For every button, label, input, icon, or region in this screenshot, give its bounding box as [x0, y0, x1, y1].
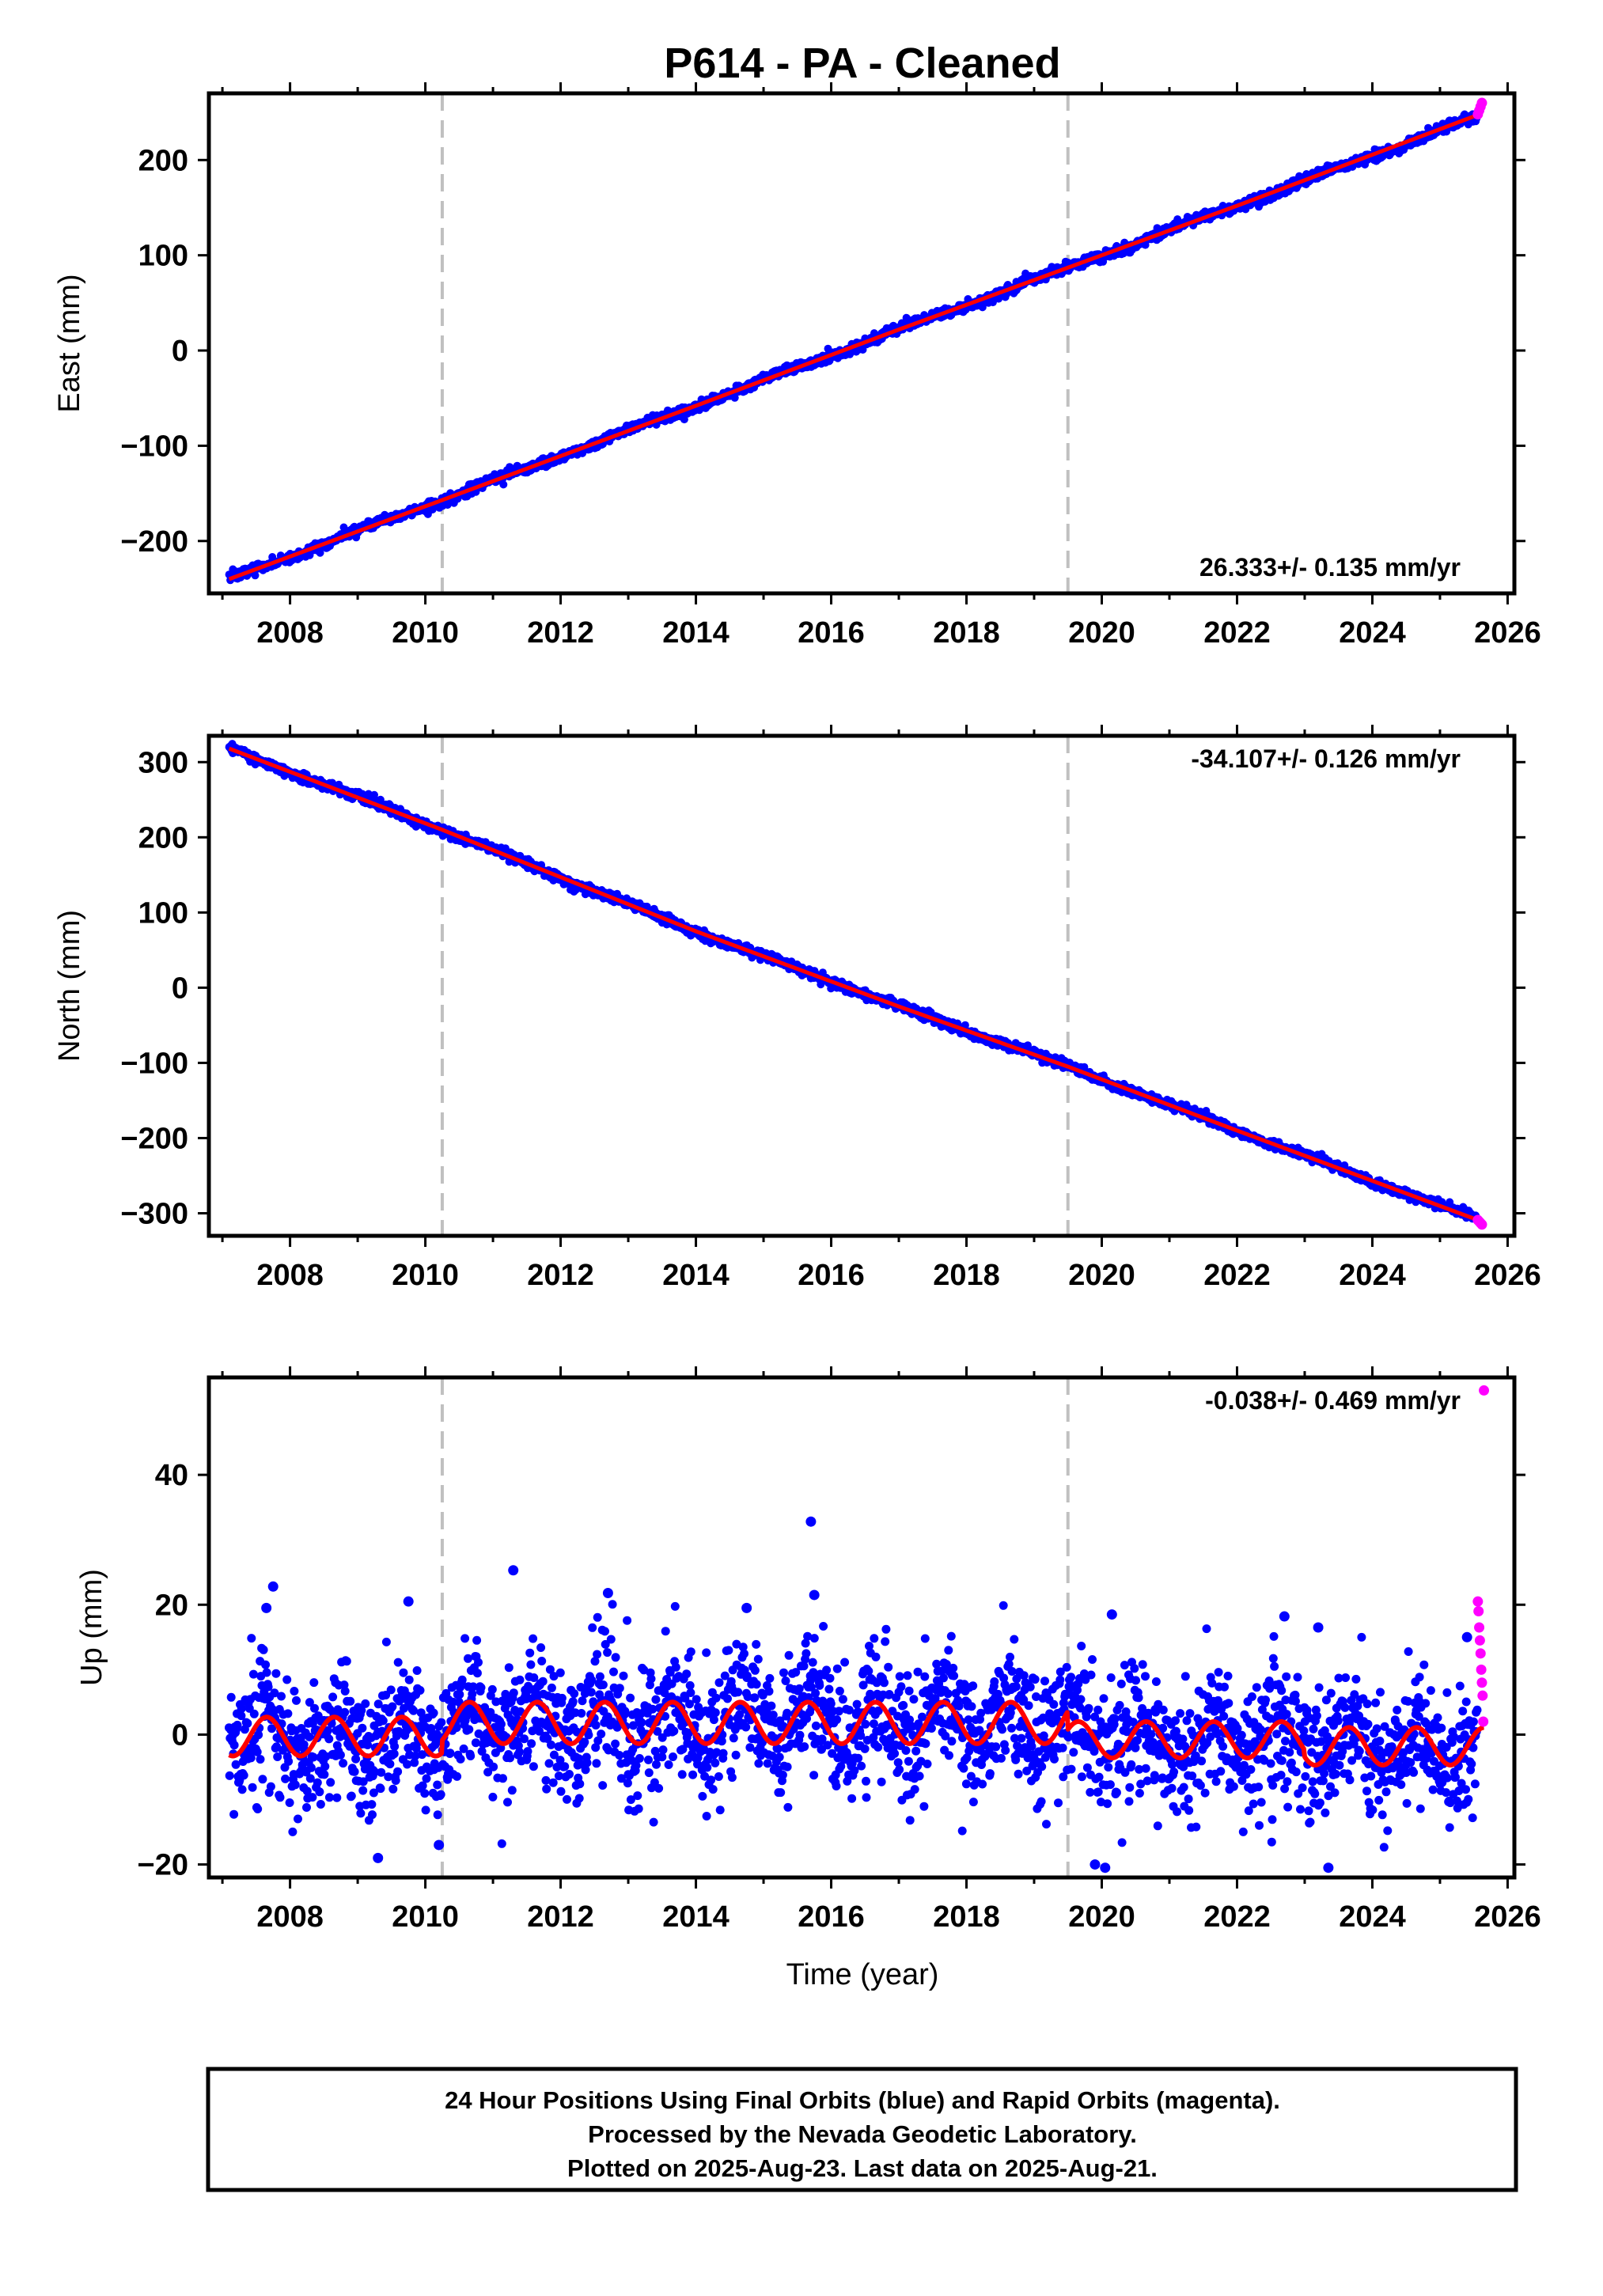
east-x-tick-label: 2014	[662, 616, 729, 650]
east-y-tick-label: 200	[138, 144, 188, 177]
north-y-tick-label: 100	[138, 896, 188, 930]
north-x-tick-label: 2022	[1203, 1259, 1271, 1292]
east-panel: 2008 2010 2012 2014 2016 2018 2020 2022 2024 2026…	[53, 82, 1541, 650]
east-data-point	[316, 548, 324, 557]
north-x-tick-label: 2016	[798, 1259, 865, 1292]
east-x-tick-label: 2026	[1474, 616, 1541, 650]
north-y-tick-label: −100	[120, 1047, 188, 1080]
east-y-tick-label: 100	[138, 240, 188, 273]
up-plot-area	[225, 1385, 1490, 1874]
north-x-tick-label: 2020	[1068, 1259, 1135, 1292]
north-x-tick-label: 2026	[1474, 1259, 1541, 1292]
north-y-tick-label: 0	[172, 972, 188, 1005]
north-x-tick-label: 2012	[527, 1259, 594, 1292]
east-y-axis-label: East (mm)	[53, 274, 86, 412]
north-y-tick-label: 200	[138, 821, 188, 854]
east-data-point	[680, 415, 688, 424]
up-panel: 2008 2010 2012 2014 2016 2018 2020 2022 2024 2026…	[75, 1366, 1541, 1934]
up-data-point	[233, 1720, 242, 1730]
north-x-tick-label: 2014	[662, 1259, 729, 1292]
north-y-tick-label: −300	[120, 1197, 188, 1230]
up-data-point	[229, 1741, 239, 1750]
north-x-tick-label: 2008	[256, 1259, 324, 1292]
east-y-tick-label: 0	[172, 335, 188, 368]
north-x-tick-label: 2010	[392, 1259, 459, 1292]
north-x-tick-label: 2018	[933, 1259, 1000, 1292]
up-data-point	[225, 1771, 234, 1780]
east-x-tick-label: 2012	[527, 616, 594, 650]
east-data-point	[499, 480, 508, 489]
north-rapid-orbit-point	[1476, 1219, 1487, 1230]
up-data-point	[229, 1809, 239, 1819]
east-model-curve	[228, 111, 1484, 582]
east-plot-area	[225, 97, 1487, 585]
figure-title: P614 - PA - Cleaned	[664, 40, 1060, 87]
east-x-tick-label: 2022	[1203, 616, 1271, 650]
up-data-point	[237, 1785, 247, 1794]
up-data-point	[239, 1771, 248, 1780]
east-x-tick-label: 2024	[1339, 616, 1406, 650]
north-plot-area	[225, 740, 1487, 1230]
north-panel: 2008 2010 2012 2014 2016 2018 2020 2022 2024 2026…	[53, 725, 1541, 1292]
east-rapid-orbit-point	[1476, 97, 1487, 108]
east-data-point	[251, 571, 260, 580]
east-y-tick-label: −200	[120, 525, 188, 559]
east-x-tick-label: 2018	[933, 616, 1000, 650]
east-x-tick-label: 2008	[256, 616, 324, 650]
east-y-tick-label: −100	[120, 430, 188, 463]
north-y-tick-label: −200	[120, 1122, 188, 1155]
up-data-point	[226, 1692, 236, 1702]
north-y-tick-label: 300	[138, 746, 188, 779]
north-y-axis-label: North (mm)	[53, 910, 86, 1062]
east-rate-label: 26.333+/- 0.135 mm/yr	[1199, 553, 1461, 582]
east-x-tick-label: 2020	[1068, 616, 1135, 650]
east-x-tick-label: 2010	[392, 616, 459, 650]
north-x-tick-label: 2024	[1339, 1259, 1406, 1292]
east-x-tick-label: 2016	[798, 616, 865, 650]
north-rate-label: -34.107+/- 0.126 mm/yr	[1191, 744, 1461, 773]
